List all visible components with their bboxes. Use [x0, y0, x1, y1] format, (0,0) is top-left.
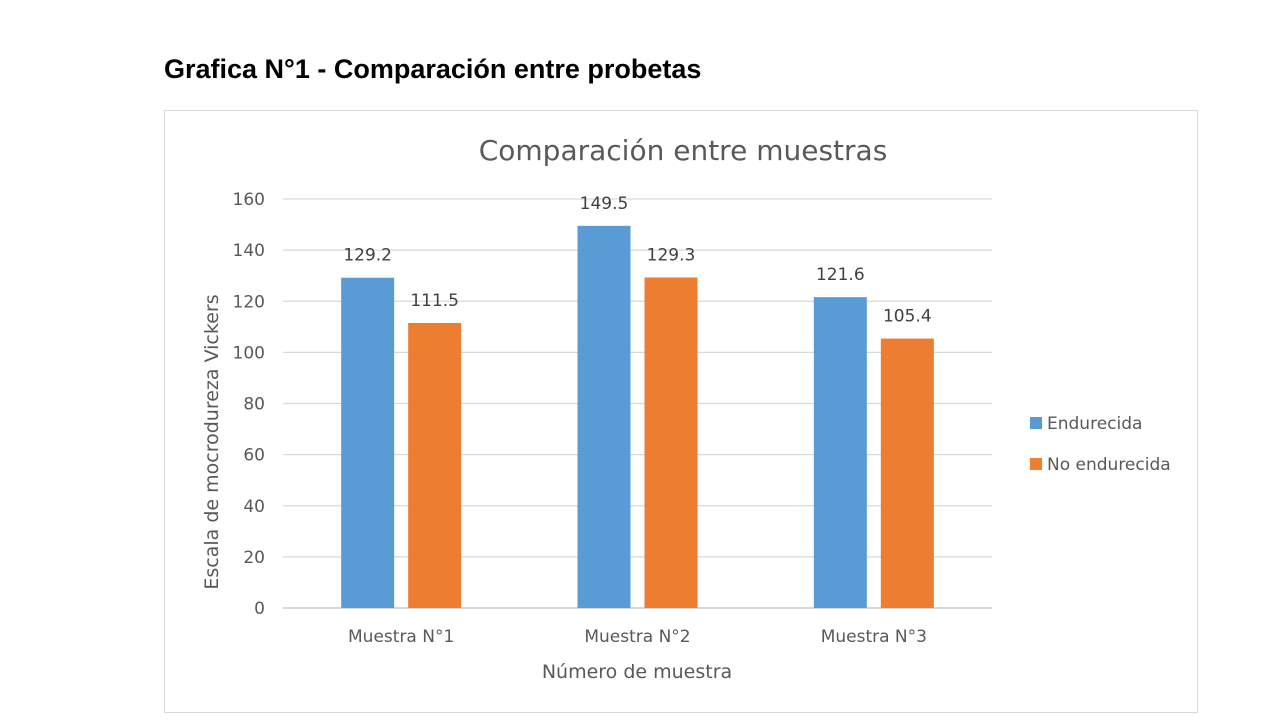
legend-swatch [1030, 417, 1042, 429]
data-label: 105.4 [883, 307, 932, 327]
x-tick-label: Muestra N°3 [821, 627, 927, 647]
y-tick-label: 40 [243, 497, 265, 517]
bar-no-endurecida [408, 322, 462, 608]
legend: Endurecida No endurecida [1030, 414, 1171, 475]
data-label: 121.6 [816, 265, 865, 285]
legend-label: No endurecida [1047, 455, 1171, 475]
bar-no-endurecida [644, 277, 698, 608]
y-tick-label: 160 [233, 190, 265, 210]
bar-no-endurecida [880, 338, 934, 608]
data-label: 129.2 [343, 246, 392, 266]
bars [341, 225, 934, 608]
y-tick-label: 80 [243, 395, 265, 415]
y-tick-label: 0 [254, 599, 265, 619]
bar-chart: Comparación entre muestras 0 20 40 60 80 100 1… [201, 134, 1171, 683]
x-tick-label: Muestra N°2 [584, 627, 690, 647]
y-tick-label: 140 [233, 241, 265, 261]
data-label: 149.5 [580, 194, 629, 214]
y-tick-label: 20 [243, 548, 265, 568]
y-tick-label: 100 [233, 343, 265, 363]
data-labels: 129.2 111.5 149.5 129.3 121.6 105.4 [343, 194, 931, 327]
bar-endurecida [813, 297, 867, 608]
x-axis-ticks: Muestra N°1 Muestra N°2 Muestra N°3 [348, 627, 927, 647]
legend-label: Endurecida [1047, 414, 1142, 434]
bar-endurecida [577, 225, 631, 608]
legend-swatch [1030, 458, 1042, 470]
y-tick-label: 60 [243, 446, 265, 466]
data-label: 111.5 [410, 291, 459, 311]
page-title: Grafica N°1 - Comparación entre probetas [164, 54, 702, 84]
chart-frame: Comparación entre muestras 0 20 40 60 80 100 1… [164, 110, 1198, 713]
x-tick-label: Muestra N°1 [348, 627, 454, 647]
gridlines [283, 198, 992, 609]
y-tick-label: 120 [233, 292, 265, 312]
data-label: 129.3 [647, 245, 696, 265]
bar-endurecida [341, 277, 395, 608]
y-axis-ticks: 0 20 40 60 80 100 120 140 160 [233, 190, 265, 619]
chart-title: Comparación entre muestras [479, 134, 888, 167]
x-axis-label: Número de muestra [542, 661, 732, 683]
y-axis-label: Escala de mocrodureza Vickers [201, 294, 223, 589]
